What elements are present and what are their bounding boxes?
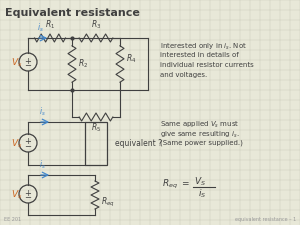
Bar	[85, 122, 107, 165]
Text: EE 201: EE 201	[4, 217, 21, 222]
Text: $i_s$: $i_s$	[37, 22, 44, 34]
Text: $V_s$: $V_s$	[11, 189, 23, 201]
Text: −: −	[25, 61, 32, 70]
Text: $R_3$: $R_3$	[91, 18, 101, 31]
Text: individual resistor currents: individual resistor currents	[160, 62, 254, 68]
Text: equivalent ?: equivalent ?	[115, 139, 162, 148]
Text: $R_1$: $R_1$	[45, 18, 55, 31]
Text: $i_s$: $i_s$	[39, 158, 45, 171]
Text: Equivalent resistance: Equivalent resistance	[5, 8, 140, 18]
Text: Interested only in $i_s$. Not: Interested only in $i_s$. Not	[160, 42, 247, 52]
Text: $V_S$: $V_S$	[194, 175, 206, 187]
Text: +: +	[25, 189, 32, 198]
Text: $R_5$: $R_5$	[91, 122, 101, 135]
Text: $i_S$: $i_S$	[198, 188, 206, 200]
Text: (Same power supplied.): (Same power supplied.)	[160, 140, 243, 146]
Text: +: +	[25, 56, 32, 65]
Text: $R_{eq}$: $R_{eq}$	[101, 196, 115, 209]
Text: equivalent resistance – 1: equivalent resistance – 1	[235, 217, 296, 222]
Text: $V_s$: $V_s$	[11, 57, 23, 69]
Text: −: −	[25, 142, 32, 151]
Text: −: −	[25, 194, 32, 202]
Text: $V_s$: $V_s$	[11, 138, 23, 150]
Text: +: +	[25, 137, 32, 146]
Text: $R_2$: $R_2$	[78, 58, 88, 70]
Text: give same resulting $i_s$.: give same resulting $i_s$.	[160, 130, 239, 140]
Text: interested in details of: interested in details of	[160, 52, 239, 58]
Text: $R_4$: $R_4$	[126, 53, 136, 65]
Text: Same applied $V_s$ must: Same applied $V_s$ must	[160, 120, 239, 130]
Text: $=$: $=$	[180, 178, 190, 187]
Text: $i_s$: $i_s$	[39, 106, 45, 118]
Text: and voltages.: and voltages.	[160, 72, 207, 78]
Text: $R_{eq}$: $R_{eq}$	[162, 178, 178, 191]
